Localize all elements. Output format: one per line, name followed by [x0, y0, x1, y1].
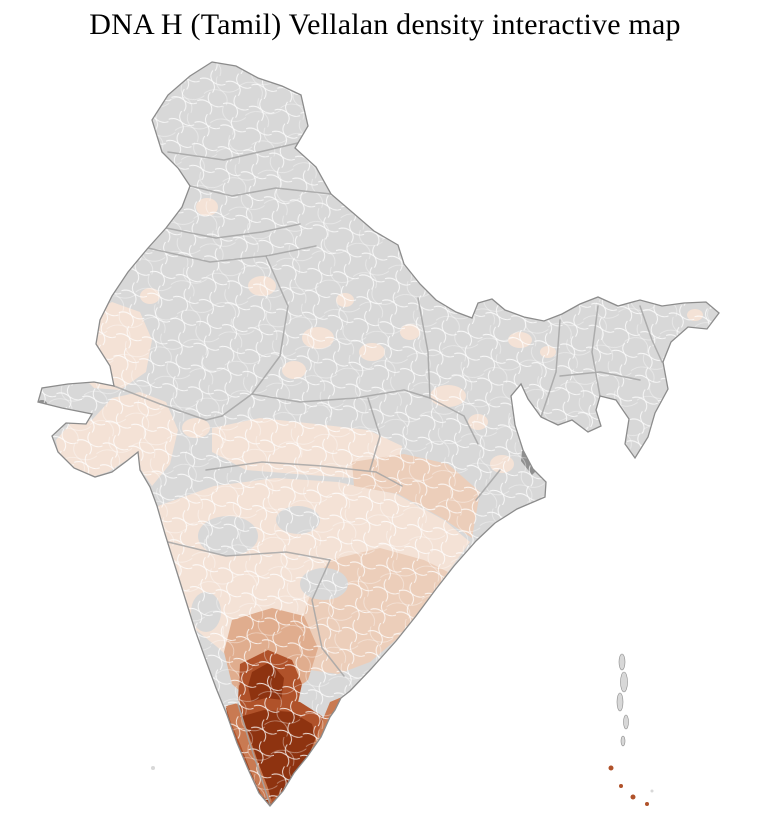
page-title: DNA H (Tamil) Vellalan density interacti… — [89, 8, 681, 41]
andaman-island[interactable] — [618, 653, 626, 671]
nicobar-island[interactable] — [619, 784, 623, 788]
andaman-island[interactable] — [620, 671, 628, 693]
nicobar-island[interactable] — [630, 794, 636, 800]
nicobar-islands[interactable] — [608, 765, 654, 807]
nicobar-island[interactable] — [645, 802, 649, 806]
lakshadweep-island[interactable] — [151, 766, 155, 770]
nicobar-island[interactable] — [608, 765, 614, 771]
andaman-islands[interactable] — [616, 653, 629, 747]
district-boundary-mesh — [38, 62, 719, 806]
andaman-island[interactable] — [616, 692, 624, 712]
andaman-island[interactable] — [623, 714, 629, 730]
nicobar-island[interactable] — [650, 789, 654, 793]
state-borders — [113, 141, 663, 805]
andaman-island[interactable] — [620, 735, 626, 747]
